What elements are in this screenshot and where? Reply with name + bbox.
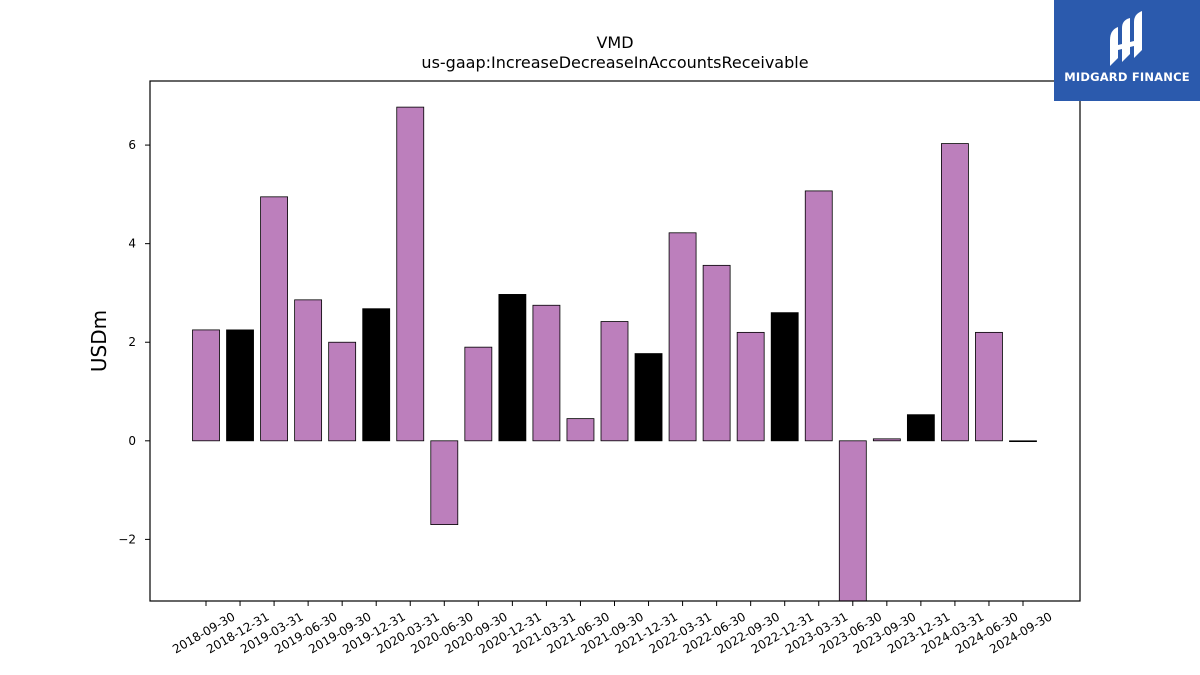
bar-2021-03-31 bbox=[532, 304, 561, 442]
bar-2019-06-30 bbox=[294, 299, 323, 442]
bar-2021-09-30 bbox=[600, 321, 629, 442]
bar-2019-09-30 bbox=[328, 341, 357, 442]
bar-2024-03-31 bbox=[941, 143, 969, 442]
bar-2020-09-30 bbox=[464, 346, 493, 442]
bar-2023-09-30 bbox=[872, 438, 901, 442]
y-tick-label: −2 bbox=[118, 532, 136, 546]
bar-2020-12-31 bbox=[498, 294, 527, 442]
y-axis-label: USDm bbox=[87, 310, 111, 372]
y-tick-label: 4 bbox=[128, 237, 136, 251]
bar-2021-06-30 bbox=[566, 418, 595, 442]
midgard-finance-logo: MIDGARD FINANCE bbox=[1054, 0, 1200, 101]
chart-title: VMD bbox=[596, 33, 633, 52]
bar-2023-12-31 bbox=[906, 414, 935, 442]
bar-2022-06-30 bbox=[702, 264, 731, 442]
bar-2022-09-30 bbox=[736, 331, 765, 442]
logo-text: MIDGARD FINANCE bbox=[1064, 70, 1190, 84]
bar-2022-03-31 bbox=[668, 232, 697, 442]
bar-2020-03-31 bbox=[396, 106, 425, 442]
bar-2018-12-31 bbox=[226, 329, 254, 442]
bar-2024-06-30 bbox=[975, 331, 1003, 442]
y-tick-label: 2 bbox=[128, 335, 136, 349]
midgard-logo-icon bbox=[1110, 11, 1142, 66]
bar-2019-03-31 bbox=[260, 196, 288, 442]
bar-2024-09-30 bbox=[1009, 440, 1037, 443]
y-tick-label: 0 bbox=[128, 434, 136, 448]
bar-2020-06-30 bbox=[430, 440, 459, 526]
x-axis: 2018-09-302018-12-312019-03-312019-06-30… bbox=[170, 601, 1055, 656]
bar-2019-12-31 bbox=[362, 308, 391, 442]
bar-2021-12-31 bbox=[634, 353, 663, 442]
chart-subtitle: us-gaap:IncreaseDecreaseInAccountsReceiv… bbox=[421, 53, 808, 72]
y-tick-label: 6 bbox=[128, 138, 136, 152]
bar-2023-06-30 bbox=[838, 440, 867, 602]
bar-2023-03-31 bbox=[804, 190, 833, 442]
y-axis: −2 0 2 4 6 bbox=[118, 138, 150, 546]
bars-group bbox=[192, 106, 1037, 602]
bar-2022-12-31 bbox=[770, 312, 799, 442]
bar-2018-09-30 bbox=[192, 329, 220, 442]
